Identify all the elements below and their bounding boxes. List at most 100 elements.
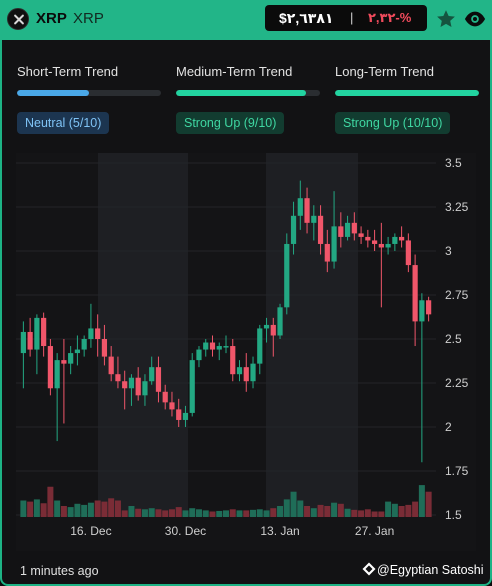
- candle-body: [176, 409, 182, 420]
- close-icon[interactable]: [7, 8, 29, 30]
- candle-body: [20, 331, 26, 354]
- volume-bar: [40, 503, 47, 517]
- candle-body: [115, 374, 121, 382]
- volume-bar: [344, 508, 351, 517]
- candle-body: [419, 300, 425, 322]
- volume-bar: [351, 509, 358, 517]
- volume-bar: [108, 498, 115, 517]
- candle-body: [108, 356, 114, 375]
- volume-bar: [310, 508, 317, 517]
- candle-body: [257, 328, 263, 364]
- candle-body: [162, 391, 168, 403]
- volume-bar: [378, 511, 385, 517]
- trend-short-badge: Neutral (5/10): [17, 112, 110, 134]
- y-tick-label: 3: [445, 244, 452, 258]
- price-separator: |: [350, 10, 354, 25]
- volume-bar: [175, 507, 182, 517]
- header-bar: XRP XRP $٢,٦٣٨١ | ٢,٣٢-%: [0, 0, 492, 40]
- candle-body: [324, 243, 330, 262]
- volume-bar: [81, 504, 88, 517]
- volume-bar: [216, 510, 223, 517]
- star-icon[interactable]: [435, 8, 457, 30]
- candle-body: [236, 367, 243, 375]
- volume-bar: [317, 504, 324, 517]
- volume-bar: [101, 501, 108, 517]
- trend-short-fill: [17, 90, 89, 96]
- y-tick-label: 2.5: [445, 332, 462, 346]
- x-tick-label: 13. Jan: [260, 524, 299, 538]
- candle-body: [297, 198, 303, 216]
- candle-body: [155, 367, 162, 392]
- volume-bar: [189, 508, 196, 517]
- trend-long-bar: [335, 90, 479, 96]
- volume-bar: [236, 510, 243, 517]
- candle-body: [250, 363, 256, 382]
- candle-body: [371, 240, 378, 244]
- volume-bar: [94, 500, 101, 517]
- trend-short: Short-Term Trend Neutral (5/10): [17, 64, 161, 134]
- volume-bar: [121, 510, 128, 517]
- price-box: $٢,٦٣٨١ | ٢,٣٢-%: [265, 5, 427, 31]
- candlestick-chart[interactable]: 3.5 3.25 3 2.75 2.5 2.25 2 1.75 1.5 16. Dec 30. De…: [16, 153, 476, 551]
- candle-body: [142, 381, 148, 396]
- volume-bar: [243, 510, 250, 517]
- candle-body: [230, 346, 236, 375]
- price-chart[interactable]: 3.5 3.25 3 2.75 2.5 2.25 2 1.75 1.5 16. Dec 30. De…: [16, 153, 476, 551]
- trend-long: Long-Term Trend Strong Up (10/10): [335, 64, 479, 134]
- candle-body: [61, 360, 67, 364]
- candle-body: [365, 236, 371, 241]
- candle-body: [243, 367, 249, 382]
- volume-bar: [162, 510, 169, 517]
- volume-bar: [277, 506, 284, 517]
- coin-symbol: XRP: [36, 10, 67, 27]
- credit-text: @Egyptian Satoshi: [377, 563, 484, 577]
- candle-body: [426, 300, 432, 315]
- volume-bar: [54, 500, 61, 517]
- trend-medium-label: Medium-Term Trend: [176, 64, 293, 79]
- volume-bar: [398, 506, 405, 517]
- candle-body: [385, 243, 391, 248]
- candle-body: [122, 381, 128, 389]
- y-tick-label: 1.75: [445, 464, 469, 478]
- volume-bar: [412, 501, 419, 517]
- y-tick-label: 1.5: [445, 508, 462, 522]
- candle-body: [88, 328, 94, 339]
- candle-body: [189, 360, 195, 413]
- candle-body: [317, 215, 324, 244]
- volume-bar: [195, 509, 202, 517]
- candle-body: [216, 346, 222, 350]
- candle-body: [68, 353, 74, 364]
- volume-bar: [202, 510, 209, 517]
- volume-bar: [223, 510, 229, 517]
- candle-body: [378, 243, 384, 248]
- volume-bar: [304, 506, 311, 517]
- candle-body: [338, 226, 344, 237]
- candle-body: [54, 360, 60, 389]
- volume-bar: [385, 501, 392, 517]
- volume-bar: [141, 509, 148, 517]
- trend-medium-badge: Strong Up (9/10): [176, 112, 285, 134]
- x-tick-label: 30. Dec: [165, 524, 206, 538]
- volume-bar: [87, 502, 94, 517]
- volume-bar: [425, 491, 432, 517]
- y-tick-label: 2.75: [445, 288, 469, 302]
- candle-body: [277, 307, 283, 336]
- candle-body: [331, 226, 337, 262]
- current-price: $٢,٦٣٨١: [279, 10, 334, 26]
- chart-band: [98, 153, 188, 517]
- volume-bar: [270, 508, 277, 517]
- candle-body: [284, 243, 290, 308]
- trend-medium-fill: [176, 90, 306, 96]
- volume-bar: [331, 502, 338, 517]
- candle-body: [27, 331, 33, 350]
- x-tick-label: 16. Dec: [70, 524, 111, 538]
- candle-body: [412, 265, 418, 322]
- volume-bar: [263, 510, 270, 517]
- eye-icon[interactable]: [464, 9, 486, 29]
- x-tick-label: 27. Jan: [355, 524, 394, 538]
- trend-short-bar: [17, 90, 161, 96]
- candle-body: [182, 412, 189, 420]
- volume-bar: [74, 503, 81, 517]
- volume-bar: [324, 506, 331, 517]
- trend-short-label: Short-Term Trend: [17, 64, 119, 79]
